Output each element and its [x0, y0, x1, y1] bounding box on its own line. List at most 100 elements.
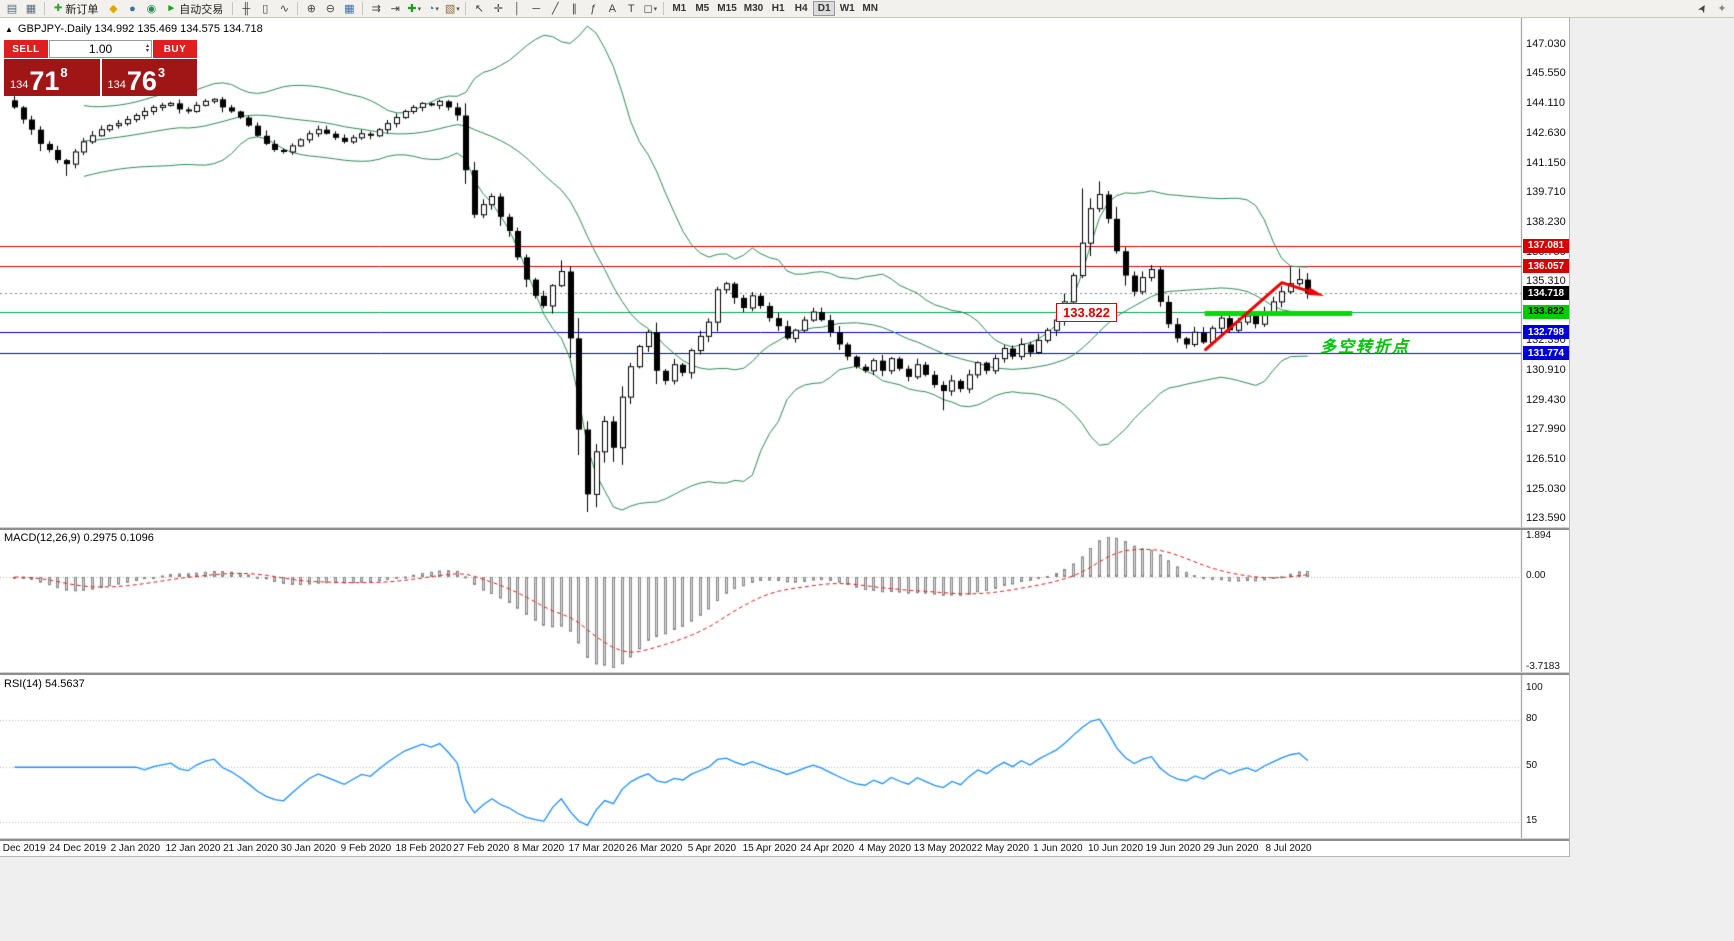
time-axis-label: 12 Jan 2020: [165, 843, 221, 854]
bar-chart-icon: ╫: [242, 2, 251, 15]
time-axis-label: 24 Dec 2019: [49, 843, 107, 854]
timeframe-h4-button[interactable]: H4: [794, 3, 808, 14]
time-axis-label: 8 Mar 2020: [513, 843, 565, 854]
vertical-line-icon[interactable]: │: [508, 1, 526, 17]
time-axis-label: 9 Feb 2020: [340, 843, 392, 854]
auto-trading-button-label: 自动交易: [179, 3, 224, 16]
sparkle-icon[interactable]: ✦: [1713, 1, 1731, 17]
timeframe-h1-button[interactable]: H1: [771, 3, 785, 14]
volume-value: 1.00: [88, 42, 113, 56]
ask-pips: 76: [126, 66, 157, 96]
price-axis-label: 141.150: [1526, 156, 1566, 169]
cursor-icon[interactable]: ↖: [470, 1, 488, 17]
candlestick-chart-icon: ▯: [262, 3, 269, 15]
bid-integer: 134: [10, 79, 29, 91]
turning-point-annotation[interactable]: 多空转折点: [1320, 339, 1411, 356]
periods-icon[interactable]: ◔ ▾: [424, 1, 442, 17]
macd-values: 0.2975 0.1096: [83, 532, 154, 544]
timeframe-w1-button[interactable]: W1: [839, 3, 855, 14]
timeframe-d1-button[interactable]: D1: [813, 1, 836, 16]
tile-windows-icon[interactable]: ▦: [340, 1, 358, 17]
indicators-icon[interactable]: ✚ ▾: [405, 1, 423, 17]
buy-button[interactable]: BUY: [153, 40, 197, 58]
toolbar-separator: [232, 2, 234, 15]
time-axis-label: 17 Mar 2020: [568, 843, 625, 854]
candlestick-chart-icon[interactable]: ▯: [256, 1, 274, 17]
metaeditor-icon[interactable]: ◉: [142, 1, 160, 17]
price-axis-label: 139.710: [1526, 185, 1566, 198]
chart-canvas[interactable]: [0, 18, 1569, 856]
metaeditor-icon: ◉: [146, 3, 157, 15]
line-chart-icon: ∿: [279, 3, 289, 15]
tile-windows-icon: ▦: [344, 3, 355, 15]
panel-separator-rsi-dates: [0, 838, 1569, 841]
volume-decrease-icon[interactable]: ▾: [145, 48, 149, 54]
zoom-in-icon[interactable]: ⊕: [302, 1, 320, 17]
toolbar-separator: [297, 2, 299, 15]
price-annotation-label[interactable]: 133.822: [1056, 303, 1117, 322]
line-chart-icon[interactable]: ∿: [275, 1, 293, 17]
one-click-trading-panel: SELL 1.00 ▴ ▾ BUY 134 71 8 134 76 3: [4, 40, 197, 96]
chart-shift-icon[interactable]: ⇥: [386, 1, 404, 17]
sell-button[interactable]: SELL: [4, 40, 48, 58]
chart-title: GBPJPY-.Daily 134.992 135.469 134.575 13…: [17, 23, 263, 35]
new-chart-icon: ▤: [6, 3, 18, 15]
auto-scroll-icon[interactable]: ⇉: [367, 1, 385, 17]
profiles-icon[interactable]: ▦: [22, 1, 40, 17]
oct-collapse-icon[interactable]: ▲: [5, 24, 13, 34]
indicators-icon: ✚: [407, 3, 417, 15]
bid-point: 8: [60, 65, 68, 80]
new-order-button-label: 新订单: [65, 3, 99, 16]
toolbar-separator: [44, 2, 45, 15]
buy-price-button[interactable]: 134 76 3: [101, 59, 197, 96]
cursor-icon: ↖: [474, 3, 484, 15]
volume-field[interactable]: 1.00 ▴ ▾: [49, 40, 152, 58]
templates-icon[interactable]: ▧ ▾: [443, 1, 461, 17]
rsi-value: 54.5637: [44, 678, 85, 690]
equidistant-channel-icon[interactable]: ∥: [565, 1, 583, 17]
price-badge-132.798: 132.798: [1523, 325, 1569, 340]
mouse-cursor-icon: ➤: [1695, 1, 1711, 16]
horizontal-line-icon[interactable]: ─: [527, 1, 545, 17]
timeframe-m30-button[interactable]: M30: [743, 3, 764, 14]
price-badge-136.057: 136.057: [1523, 259, 1569, 274]
arrows-icon: ◻: [643, 3, 653, 15]
macd-scale-zero: 0.00: [1526, 569, 1546, 581]
expert-advisors-icon[interactable]: ●: [123, 1, 141, 17]
fibonacci-icon[interactable]: ƒ: [584, 1, 602, 17]
timeframe-mn-button[interactable]: MN: [862, 3, 878, 14]
fibonacci-icon: ƒ: [590, 2, 597, 15]
timeframe-m15-button[interactable]: M15: [717, 3, 737, 14]
auto-trading-button[interactable]: ► 自动交易: [161, 1, 228, 17]
rsi-scale-15: 15: [1526, 815, 1538, 826]
sell-price-button[interactable]: 134 71 8: [4, 59, 100, 96]
mouse-cursor-icon[interactable]: ➤: [1694, 1, 1712, 17]
toolbar-separator: [362, 2, 364, 15]
crosshair-icon[interactable]: ✛: [489, 1, 507, 17]
trendline-icon[interactable]: ╱: [546, 1, 564, 17]
new-order-button[interactable]: ✚ 新订单: [49, 1, 103, 17]
arrows-icon[interactable]: ◻ ▾: [641, 1, 659, 17]
script-icon[interactable]: ◆: [104, 1, 122, 17]
bar-chart-icon[interactable]: ╫: [237, 1, 255, 17]
rsi-name: RSI(14): [4, 678, 42, 690]
time-axis-label: 15 Apr 2020: [742, 843, 797, 854]
volume-increase-icon[interactable]: ▴: [145, 43, 149, 49]
text-label-icon[interactable]: T: [622, 1, 640, 17]
macd-scale-min: -3.7183: [1526, 661, 1560, 672]
rsi-scale-80: 80: [1526, 713, 1538, 724]
timeframe-m1-button[interactable]: M1: [672, 3, 687, 14]
panel-separator-macd-rsi[interactable]: [0, 672, 1569, 675]
new-chart-icon[interactable]: ▤: [3, 1, 21, 17]
crosshair-icon: ✛: [493, 3, 503, 15]
text-icon[interactable]: A: [603, 1, 621, 17]
zoom-out-icon[interactable]: ⊖: [321, 1, 339, 17]
zoom-in-icon: ⊕: [306, 3, 316, 15]
time-axis-label: 24 Apr 2020: [800, 843, 855, 854]
toolbar-separator: [465, 2, 467, 15]
price-axis-label: 138.230: [1526, 215, 1566, 228]
panel-separator-main-macd[interactable]: [0, 527, 1569, 530]
timeframe-m5-button[interactable]: M5: [695, 3, 710, 14]
